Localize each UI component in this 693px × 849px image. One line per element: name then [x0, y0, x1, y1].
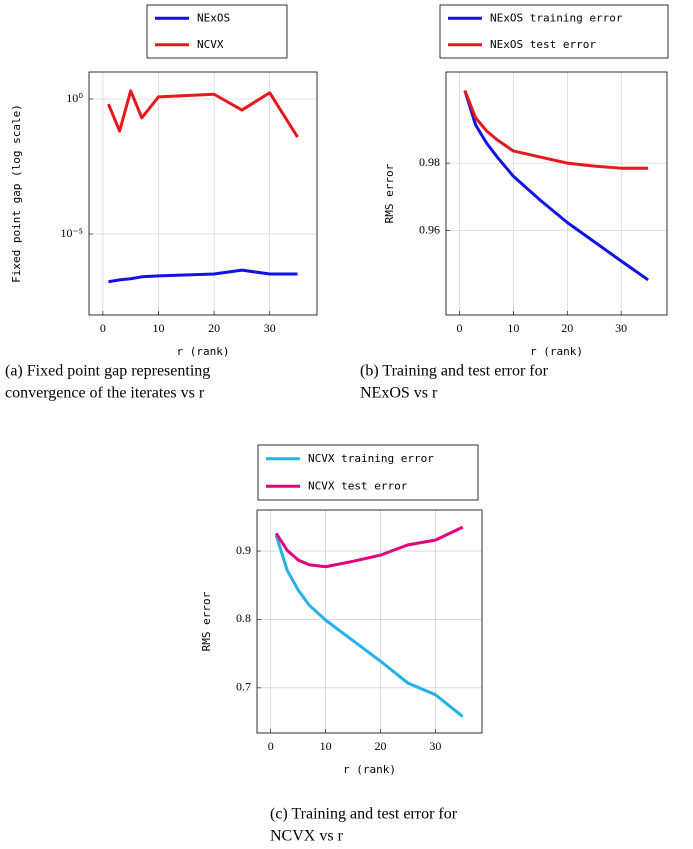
x-axis-label: r (rank) — [343, 763, 396, 776]
x-tick-label: 30 — [429, 739, 441, 753]
plot-frame — [445, 71, 668, 316]
plot-frame — [88, 71, 318, 316]
legend-box — [146, 4, 288, 59]
caption: convergence of the iterates vs r — [5, 385, 205, 402]
x-tick-label: 20 — [561, 321, 573, 335]
y-axis-label: RMS error — [383, 163, 396, 223]
x-axis-label: r (rank) — [530, 345, 583, 358]
x-tick-label: 10 — [153, 321, 165, 335]
legend-label: NCVX test error — [308, 479, 408, 492]
x-tick-label: 30 — [264, 321, 276, 335]
legend-label: NCVX — [197, 38, 224, 51]
caption: (a) Fixed point gap representing — [5, 363, 210, 380]
y-axis-label: RMS error — [200, 591, 213, 651]
y-tick-label: 0.7 — [236, 680, 251, 694]
caption: NCVX vs r — [270, 828, 344, 845]
series-line — [107, 89, 299, 138]
y-tick-label: 10⁻⁵ — [60, 226, 83, 240]
series-line — [274, 525, 464, 569]
y-tick-label: 10⁰ — [66, 91, 83, 105]
x-tick-label: 10 — [507, 321, 519, 335]
y-tick-label: 0.8 — [236, 611, 251, 625]
legend-label: NExOS — [197, 11, 230, 24]
x-tick-label: 0 — [100, 321, 106, 335]
series-line — [108, 268, 298, 284]
y-tick-label: 0.98 — [419, 155, 440, 169]
x-tick-label: 10 — [320, 739, 332, 753]
legend-label: NExOS training error — [490, 11, 623, 24]
series-line — [463, 90, 649, 282]
caption: (b) Training and test error for — [360, 363, 549, 380]
y-tick-label: 0.96 — [419, 222, 440, 236]
caption: NExOS vs r — [360, 385, 438, 402]
x-tick-label: 0 — [456, 321, 462, 335]
series-line — [463, 90, 649, 170]
legend-box — [257, 444, 479, 501]
x-tick-label: 20 — [208, 321, 220, 335]
plot-frame — [256, 509, 483, 734]
y-tick-label: 0.9 — [236, 543, 251, 557]
legend-box — [439, 4, 669, 59]
legend-label: NCVX training error — [308, 452, 434, 465]
x-tick-label: 30 — [615, 321, 627, 335]
legend-label: NExOS test error — [490, 38, 596, 51]
x-axis-label: r (rank) — [177, 345, 230, 358]
x-tick-label: 20 — [374, 739, 386, 753]
series-line — [274, 534, 464, 718]
y-axis-label: Fixed point gap (log scale) — [10, 104, 23, 283]
x-tick-label: 0 — [268, 739, 274, 753]
caption: (c) Training and test error for — [270, 806, 458, 823]
